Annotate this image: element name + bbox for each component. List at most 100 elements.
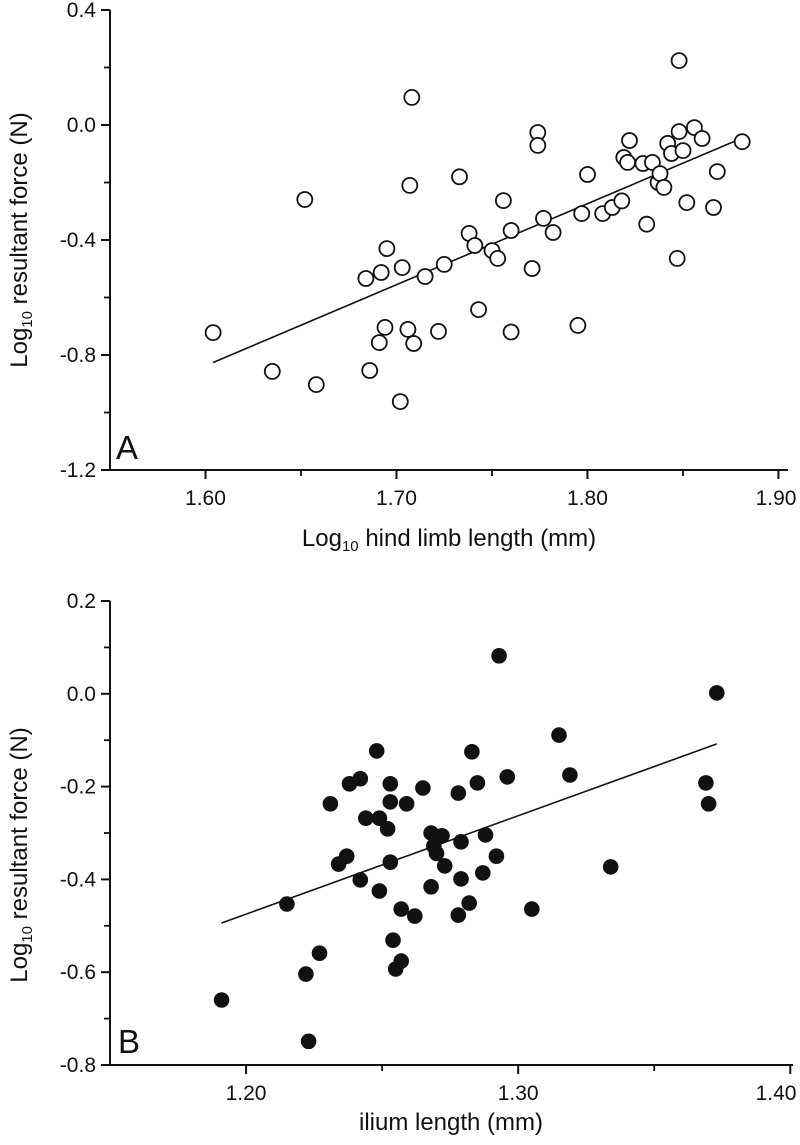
data-point [370, 334, 388, 352]
data-point [477, 827, 494, 843]
data-point [407, 908, 423, 924]
data-point [372, 264, 390, 281]
y-tick-label: -0.6 [60, 961, 96, 984]
data-point [733, 133, 751, 151]
data-point [502, 323, 520, 341]
panel-b-scatter-plot: 1.20 1.30 1.40 0.2 0.0 -0.2 -0.4 -0.6 -0.8 Bilium… [6, 590, 796, 1136]
data-point [619, 153, 636, 171]
data-point [464, 744, 480, 760]
data-point [393, 953, 410, 969]
x-axis-label: ilium length (mm) [359, 1109, 543, 1136]
data-point [638, 215, 656, 233]
data-point [475, 865, 491, 881]
data-point [371, 810, 388, 826]
x-tick-label: 1.40 [756, 1082, 797, 1105]
data-point [535, 209, 552, 227]
data-point [415, 780, 431, 796]
data-point [311, 945, 328, 961]
data-point [602, 859, 619, 875]
data-point [709, 685, 725, 701]
data-point [569, 316, 587, 334]
panel-a-scatter-plot: 1.60 1.70 1.80 1.90 0.4 0.0 -0.4 -0.8 -1.2 A Log10… [6, 0, 796, 555]
data-point [613, 192, 631, 210]
data-point [494, 192, 512, 210]
data-point [399, 320, 417, 338]
data-point [670, 52, 688, 69]
x-tick-label: 1.80 [567, 487, 608, 510]
y-tick-label: 0.4 [67, 0, 97, 22]
data-point [416, 268, 434, 285]
x-tick-label: 1.90 [756, 487, 797, 510]
data-point [502, 222, 520, 239]
x-tick-label: 1.70 [376, 487, 417, 510]
data-point [423, 879, 439, 895]
data-point [393, 901, 410, 917]
data-point [470, 301, 488, 319]
data-point [693, 130, 711, 147]
data-point [499, 769, 516, 785]
data-point [405, 335, 423, 352]
data-point [385, 932, 401, 948]
data-point [322, 796, 339, 812]
y-tick-label: -0.2 [60, 776, 96, 799]
data-point [358, 810, 374, 826]
y-tick-label: -1.2 [60, 459, 96, 482]
data-point [391, 393, 409, 411]
data-point [573, 205, 591, 223]
data-point [466, 237, 484, 254]
data-point [705, 199, 722, 216]
data-point [469, 775, 486, 791]
data-point [700, 796, 717, 812]
data-point [562, 767, 578, 783]
data-point [430, 322, 447, 340]
data-point [371, 883, 388, 899]
data-point [338, 848, 355, 864]
data-point [378, 240, 396, 258]
y-tick-label: 0.2 [67, 590, 96, 613]
y-axis-label: Log10 resultant force (N) [6, 727, 36, 982]
data-point [491, 648, 507, 664]
x-tick-label: 1.20 [226, 1082, 267, 1105]
data-point [263, 362, 281, 380]
data-point [529, 136, 547, 154]
y-tick-label: -0.4 [60, 868, 97, 891]
y-tick-label: 0.0 [67, 683, 96, 706]
y-tick-label: -0.8 [60, 1054, 96, 1077]
regression-line [221, 743, 718, 924]
panel-letter: A [116, 429, 138, 466]
data-point [674, 142, 692, 160]
x-tick-label: 1.60 [185, 487, 226, 510]
data-point [461, 895, 478, 911]
data-point [451, 168, 468, 186]
data-point [651, 165, 669, 183]
y-tick-label: 0.0 [67, 114, 96, 137]
data-point [382, 854, 399, 870]
data-point [300, 1033, 317, 1050]
x-axis-label: Log10 hind limb length (mm) [302, 525, 596, 555]
x-tick-label: 1.30 [498, 1082, 539, 1105]
data-point [428, 845, 445, 862]
data-point [398, 796, 415, 812]
data-point [708, 163, 726, 181]
data-point [296, 191, 314, 208]
data-point [403, 89, 421, 106]
data-point [524, 901, 540, 917]
data-point [379, 821, 396, 837]
data-point [376, 318, 394, 336]
data-point [382, 776, 399, 792]
data-point [352, 872, 369, 888]
data-point [544, 224, 562, 241]
panel-letter: B [118, 1023, 140, 1060]
data-point [450, 907, 467, 923]
data-point [393, 259, 411, 277]
data-point [655, 178, 673, 196]
data-point [698, 775, 714, 791]
data-point [435, 255, 453, 273]
data-point [357, 270, 375, 287]
data-point [436, 858, 453, 874]
data-point [668, 249, 686, 267]
data-point [453, 871, 469, 887]
data-point [401, 176, 419, 194]
data-point [523, 260, 541, 277]
